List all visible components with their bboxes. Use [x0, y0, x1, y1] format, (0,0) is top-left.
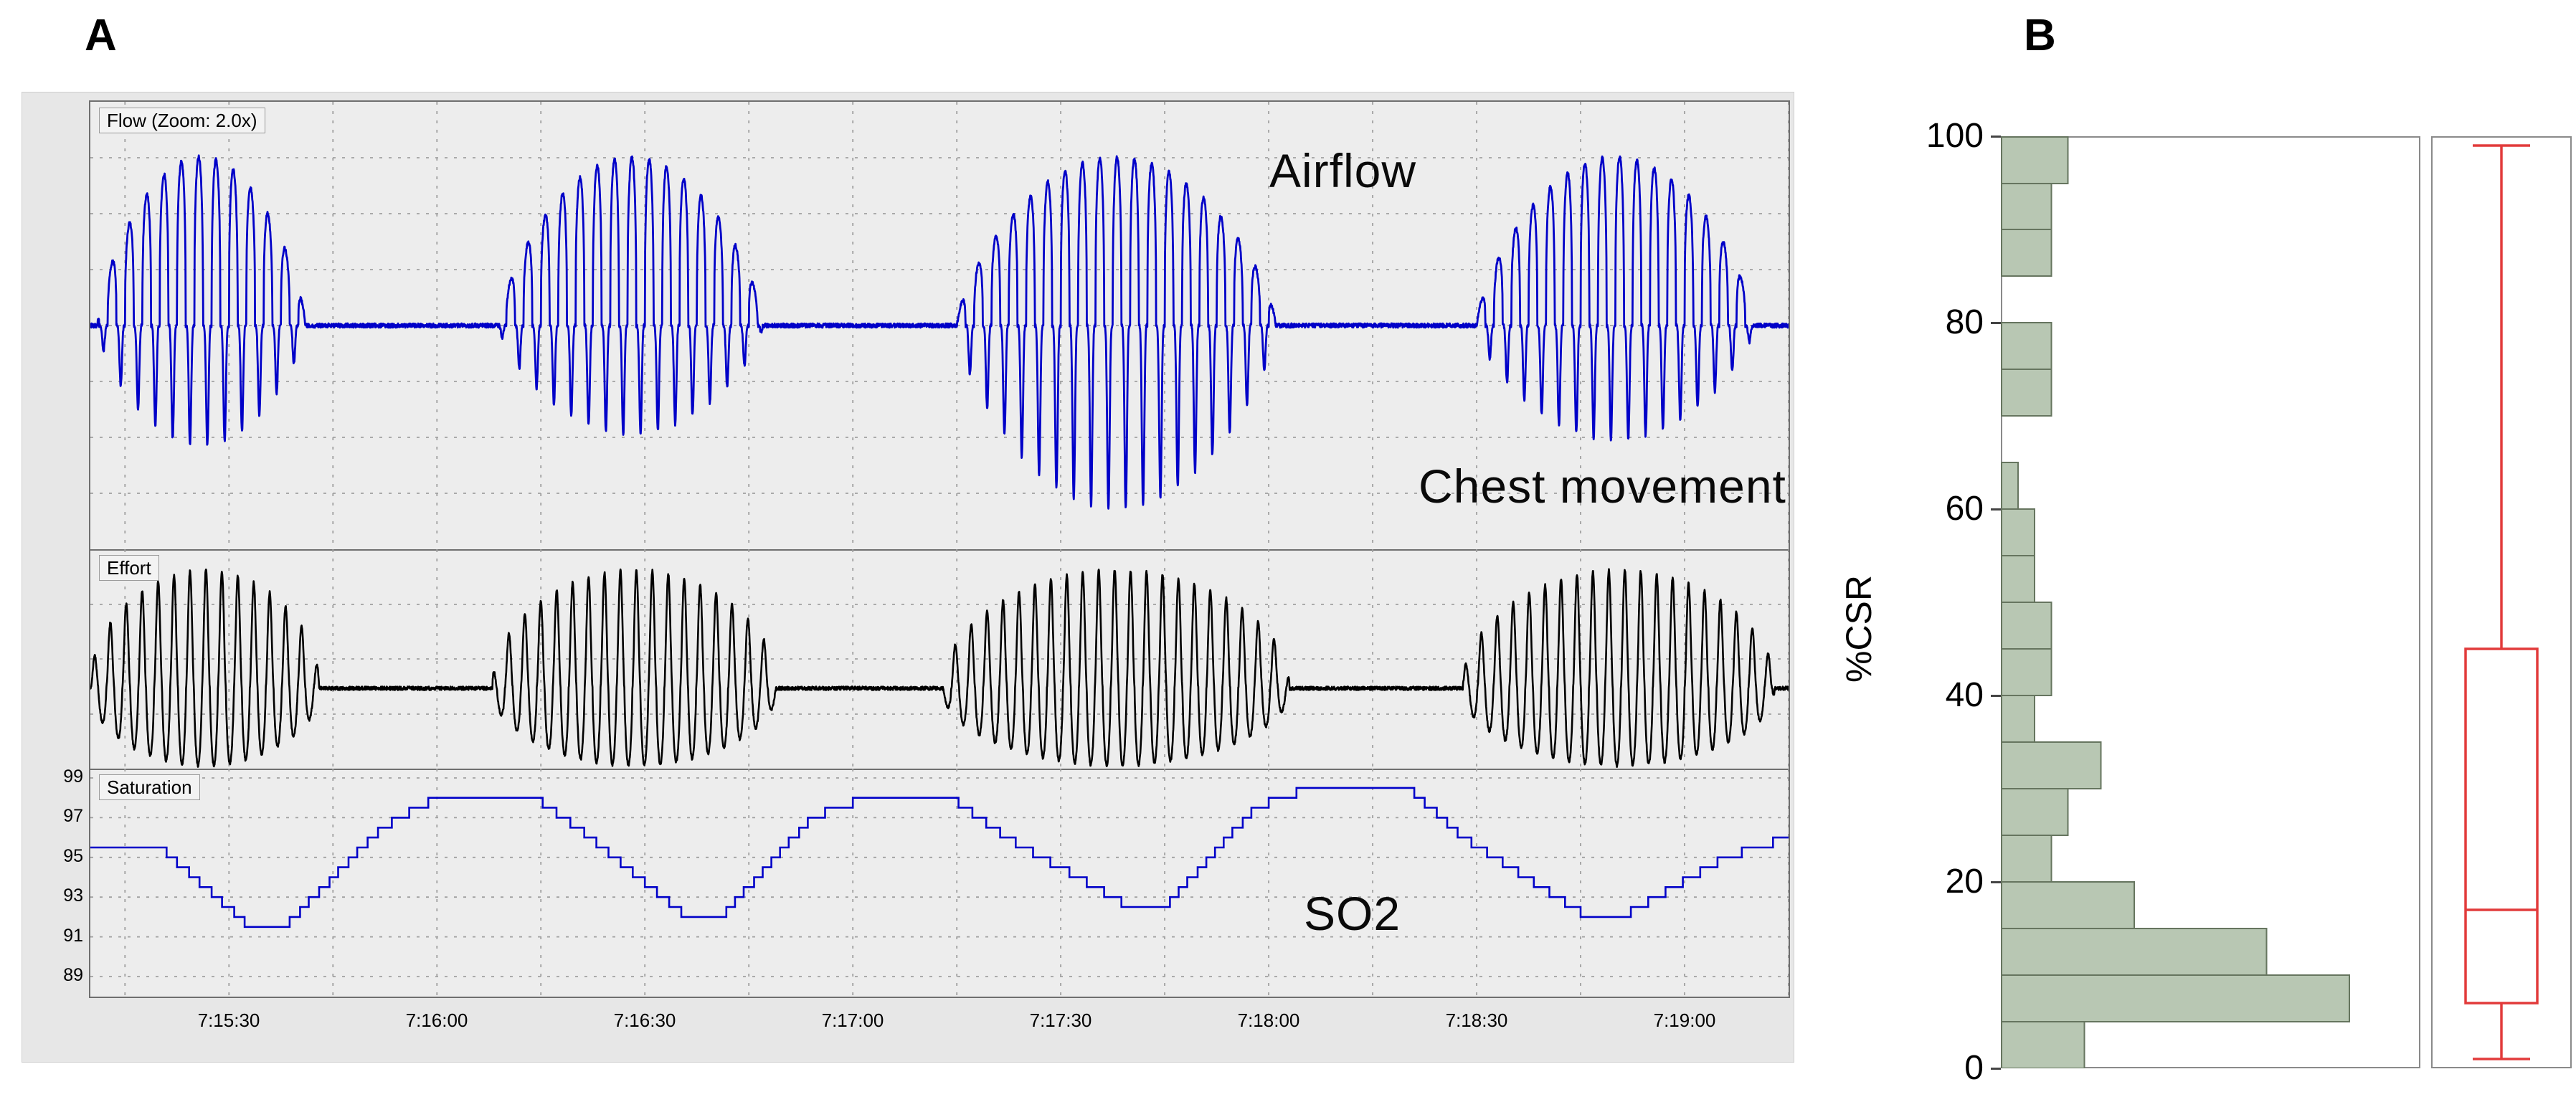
- flow-trace-plot: [90, 102, 1789, 549]
- csr-tick-mark: [1991, 695, 2001, 697]
- csr-axis-title: %CSR: [1839, 574, 1879, 683]
- time-axis-label: 7:18:30: [1445, 1010, 1508, 1031]
- time-axis-label: 7:18:00: [1237, 1010, 1300, 1031]
- csr-tick-mark: [1991, 508, 2001, 510]
- saturation-trace-plot: [90, 769, 1789, 997]
- saturation-axis-label: 95: [63, 846, 83, 866]
- csr-histogram: [2001, 136, 2420, 1068]
- airflow-annotation: Airflow: [1269, 144, 1417, 197]
- csr-tick-label: 20: [1945, 863, 1984, 901]
- csr-tick-label: 60: [1945, 490, 1984, 528]
- csr-boxplot: [2431, 136, 2572, 1068]
- saturation-axis-label: 97: [63, 806, 83, 826]
- time-axis-label: 7:17:00: [821, 1010, 884, 1031]
- csr-tick-label: 80: [1945, 303, 1984, 341]
- effort-channel-label: Effort: [99, 555, 159, 581]
- csr-tick-mark: [1991, 1068, 2001, 1070]
- csr-tick-mark: [1991, 322, 2001, 324]
- panel-a-figure-label: A: [85, 11, 117, 60]
- time-axis-label: 7:19:00: [1653, 1010, 1716, 1031]
- panel-b-figure-label: B: [2024, 11, 2056, 60]
- saturation-axis-label: 93: [63, 885, 83, 906]
- saturation-channel-label: Saturation: [99, 774, 200, 800]
- csr-tick-label: 0: [1964, 1049, 1984, 1087]
- csr-tick-mark: [1991, 136, 2001, 138]
- saturation-axis-label: 91: [63, 926, 83, 946]
- chest-movement-annotation: Chest movement: [1419, 460, 1786, 513]
- so2-annotation: SO2: [1304, 887, 1401, 940]
- saturation-axis-label: 89: [63, 965, 83, 985]
- time-axis-label: 7:15:30: [197, 1010, 260, 1031]
- csr-tick-label: 100: [1926, 117, 1984, 155]
- saturation-axis-label: 99: [63, 766, 83, 787]
- flow-channel-label: Flow (Zoom: 2.0x): [99, 108, 265, 133]
- csr-tick-mark: [1991, 881, 2001, 883]
- csr-tick-label: 40: [1945, 676, 1984, 714]
- time-axis-label: 7:16:00: [405, 1010, 468, 1031]
- time-axis-label: 7:16:30: [613, 1010, 676, 1031]
- effort-trace-plot: [90, 549, 1789, 769]
- time-axis-label: 7:17:30: [1029, 1010, 1092, 1031]
